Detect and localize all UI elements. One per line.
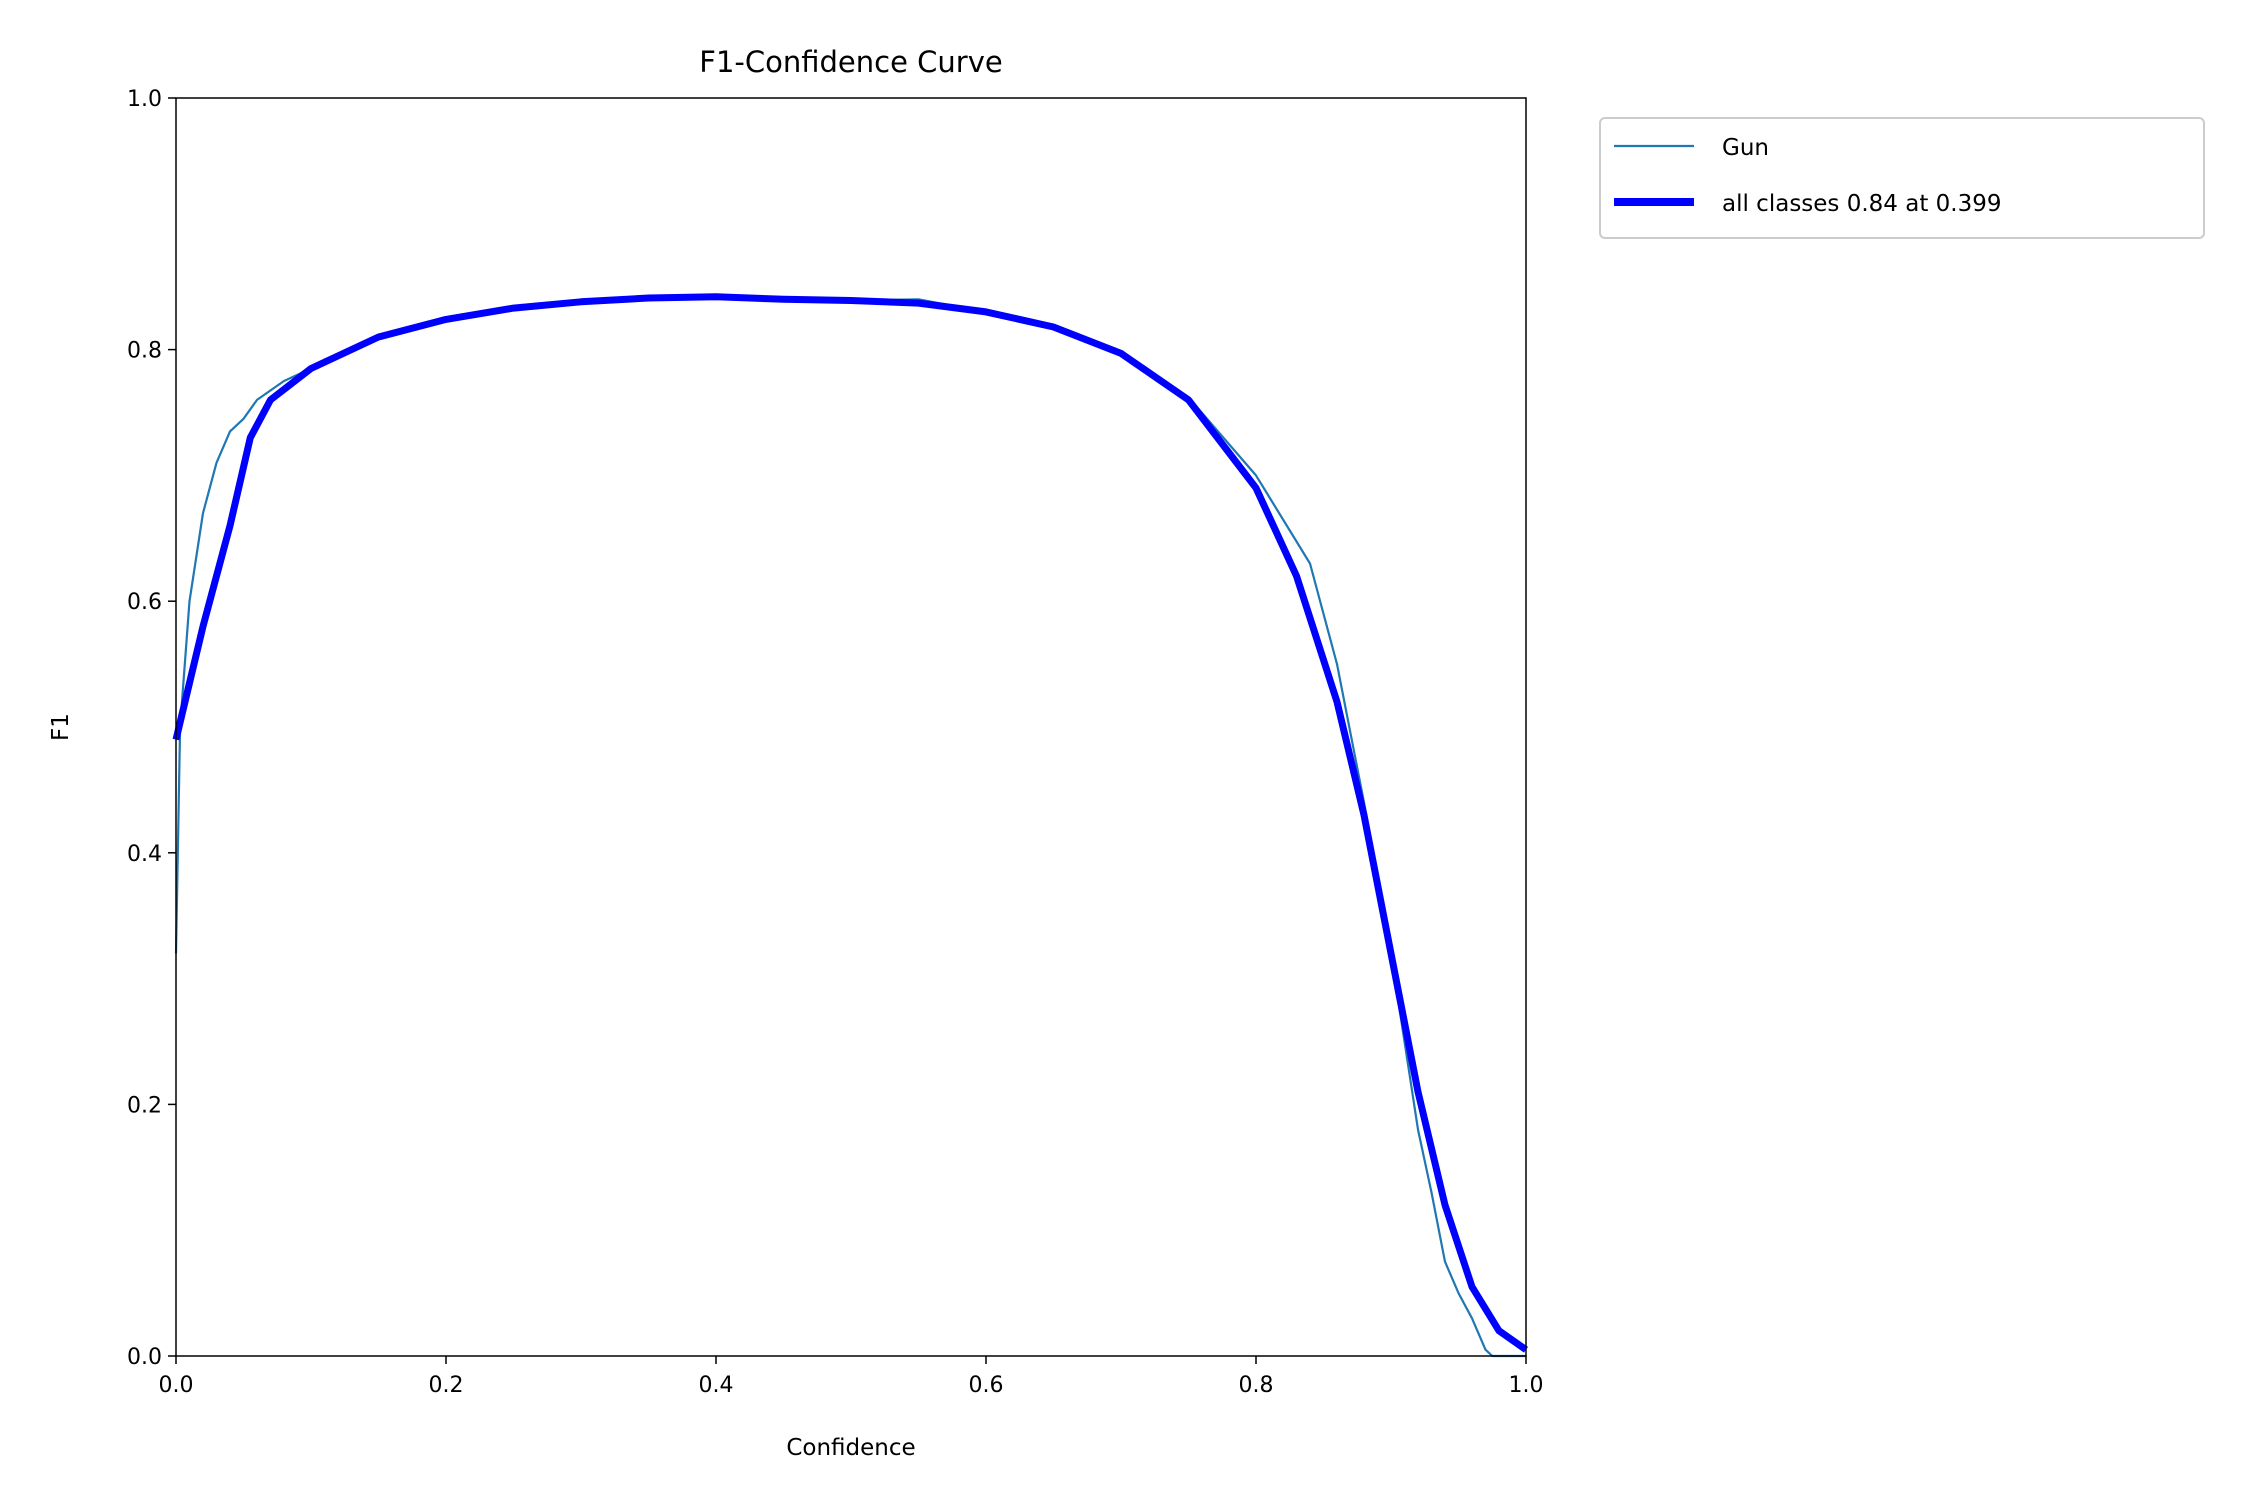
x-tick-label: 1.0 (1509, 1373, 1544, 1398)
y-tick-label: 0.2 (127, 1093, 162, 1118)
series-line-gun (174, 295, 1526, 1358)
y-axis: 0.0 0.2 0.4 0.6 0.8 1.0 (127, 87, 176, 1370)
x-tick-label: 0.0 (159, 1373, 194, 1398)
x-axis: 0.0 0.2 0.4 0.6 0.8 1.0 (159, 1356, 1544, 1398)
plot-area (172, 293, 1529, 1358)
y-tick-label: 0.4 (127, 842, 162, 867)
x-tick-label: 0.8 (1239, 1373, 1274, 1398)
x-tick-label: 0.6 (969, 1373, 1004, 1398)
y-tick-label: 1.0 (127, 87, 162, 112)
legend: Gun all classes 0.84 at 0.399 (1599, 117, 2205, 239)
y-axis-label: F1 (48, 713, 74, 741)
legend-box (1599, 117, 2205, 239)
x-tick-label: 0.4 (699, 1373, 734, 1398)
axes-frame (175, 97, 1527, 1357)
y-tick-label: 0.8 (127, 339, 162, 364)
x-tick-label: 0.2 (429, 1373, 464, 1398)
legend-label-gun: Gun (1722, 135, 1769, 161)
legend-label-all-classes: all classes 0.84 at 0.399 (1722, 191, 2002, 217)
y-tick-label: 0.0 (127, 1345, 162, 1370)
y-tick-label: 0.6 (127, 590, 162, 615)
x-axis-label: Confidence (786, 1435, 915, 1461)
chart-title: F1-Confidence Curve (699, 45, 1002, 79)
series-line-all-classes (172, 293, 1529, 1353)
